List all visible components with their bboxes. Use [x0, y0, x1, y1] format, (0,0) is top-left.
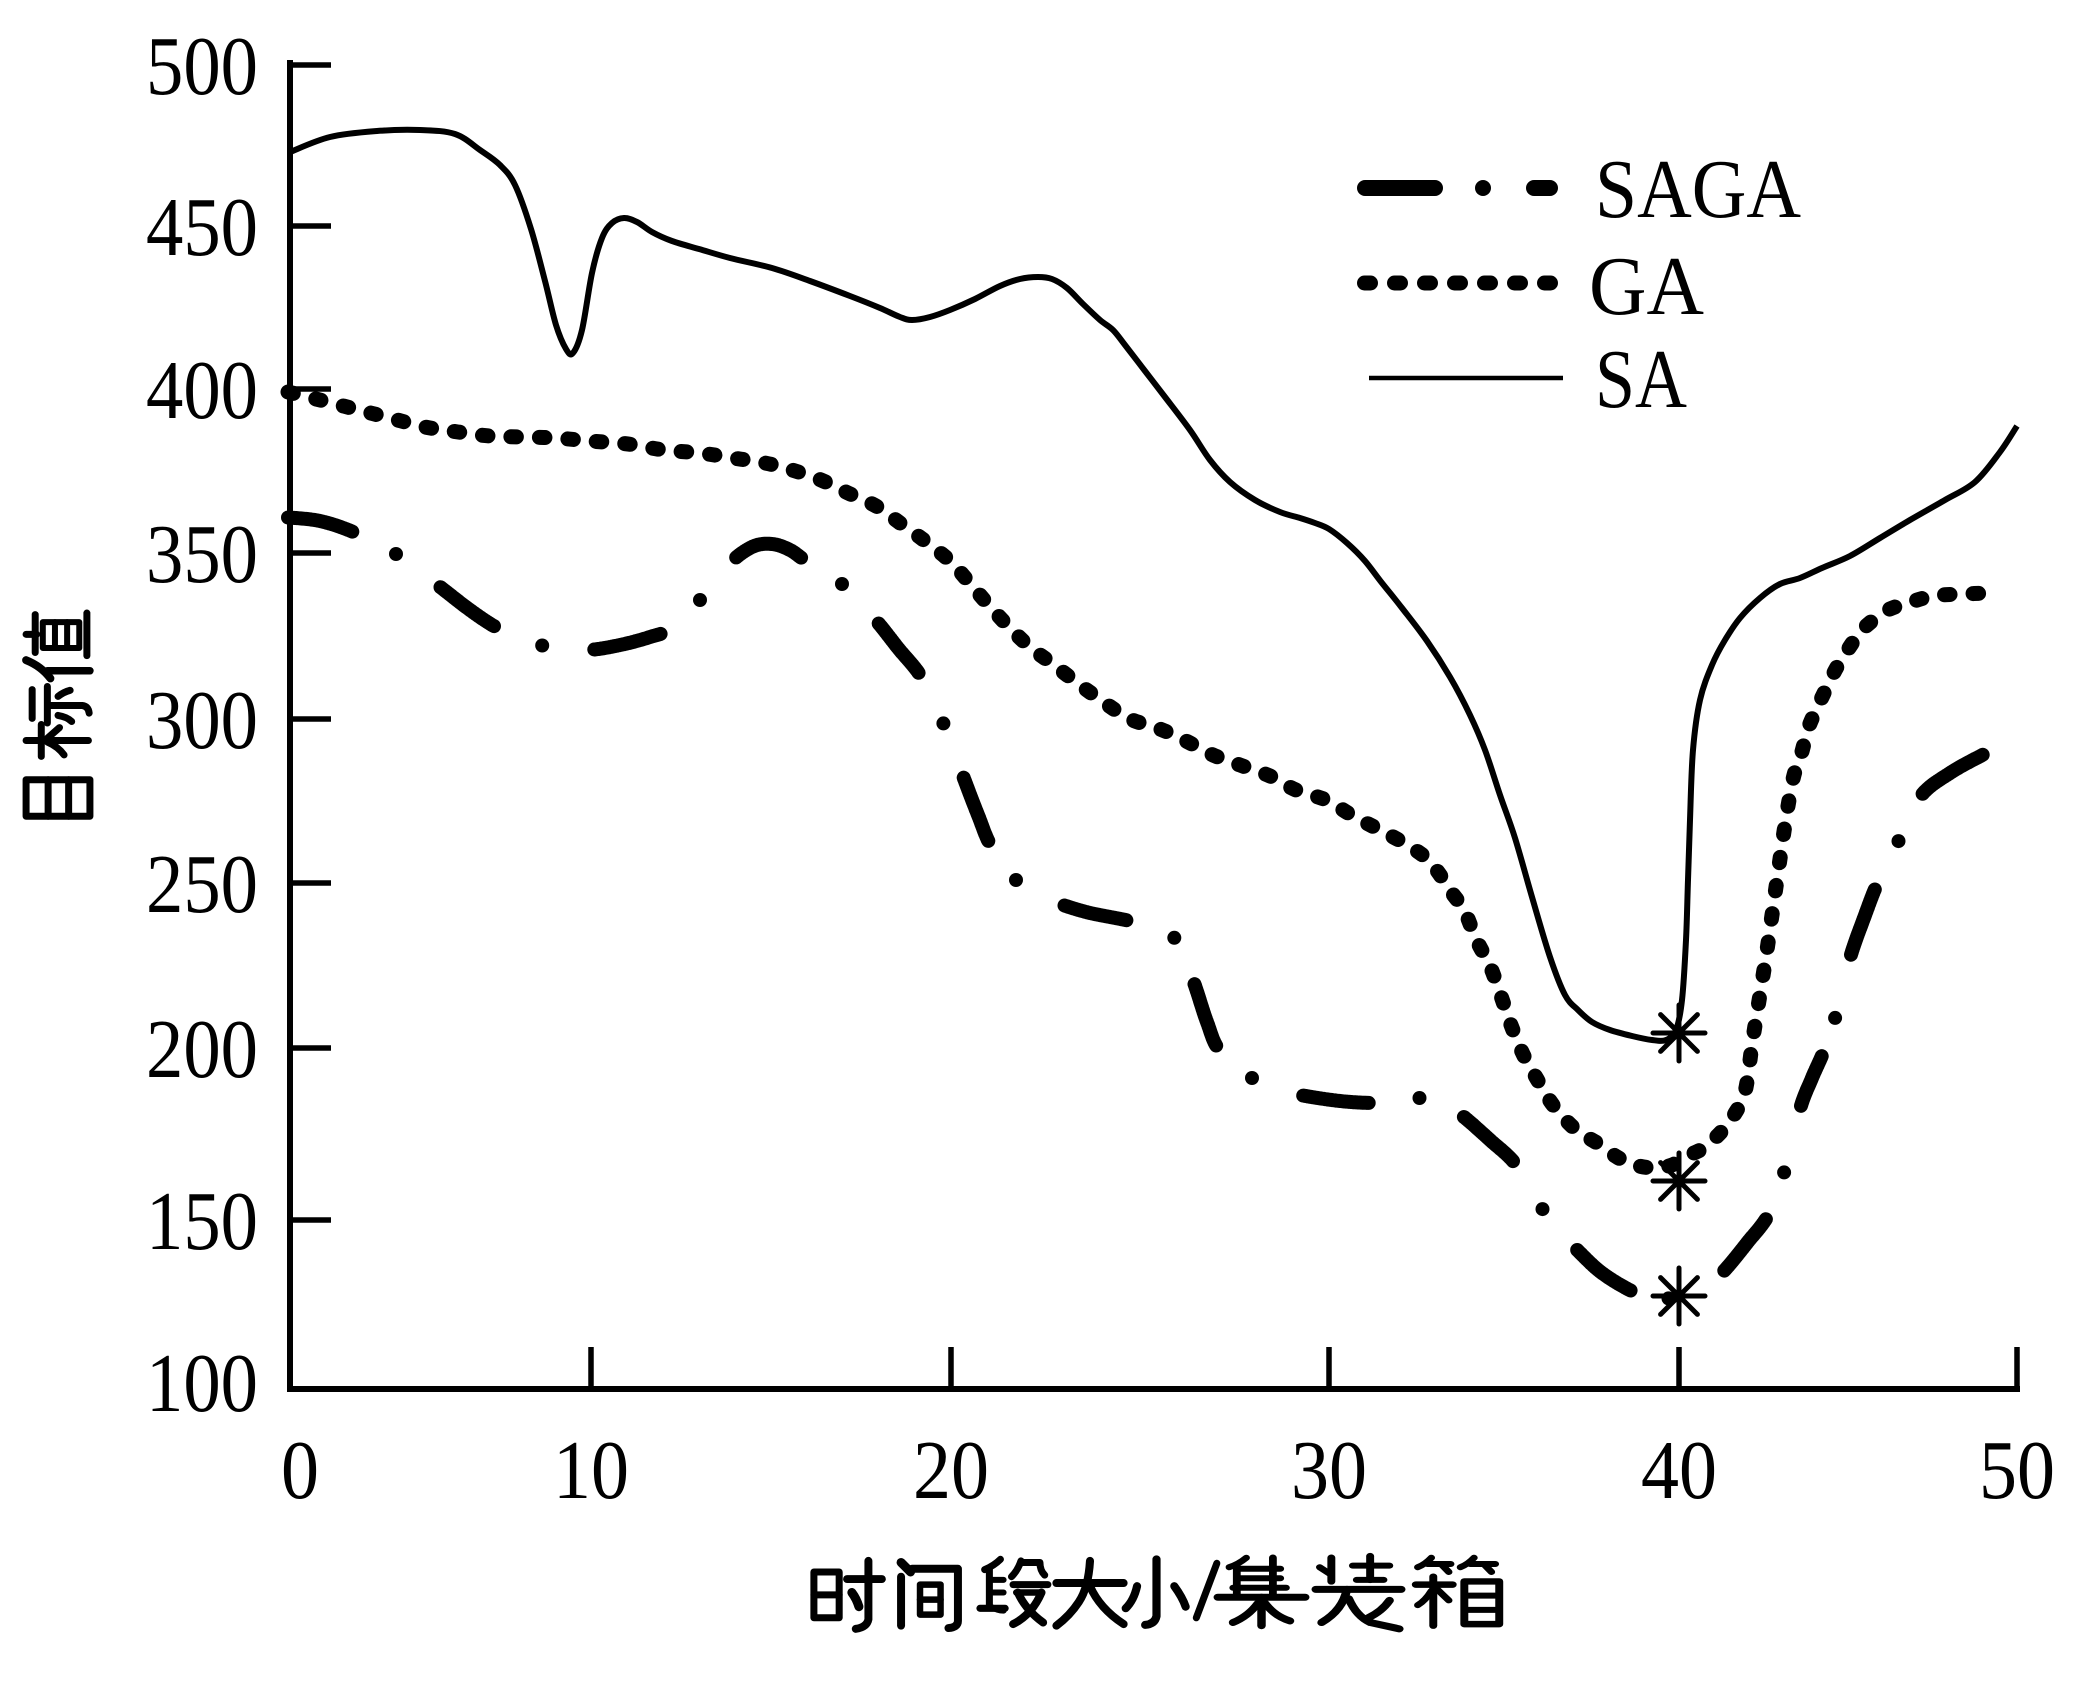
svg-text:50: 50: [1979, 1424, 2055, 1517]
svg-text:400: 400: [146, 344, 258, 437]
svg-text:SAGA: SAGA: [1595, 143, 1801, 236]
svg-text:150: 150: [146, 1175, 258, 1268]
svg-text:10: 10: [553, 1424, 629, 1517]
svg-text:250: 250: [146, 838, 258, 931]
svg-text:500: 500: [146, 20, 258, 113]
svg-text:30: 30: [1291, 1424, 1367, 1517]
svg-text:20: 20: [913, 1424, 989, 1517]
svg-text:40: 40: [1641, 1424, 1717, 1517]
svg-text:SA: SA: [1595, 333, 1687, 426]
svg-text:300: 300: [146, 674, 258, 767]
svg-text:450: 450: [146, 181, 258, 274]
svg-text:GA: GA: [1589, 240, 1704, 333]
svg-text:350: 350: [146, 508, 258, 601]
svg-text:100: 100: [146, 1337, 258, 1430]
svg-text:200: 200: [146, 1003, 258, 1096]
svg-text:0: 0: [281, 1424, 319, 1517]
